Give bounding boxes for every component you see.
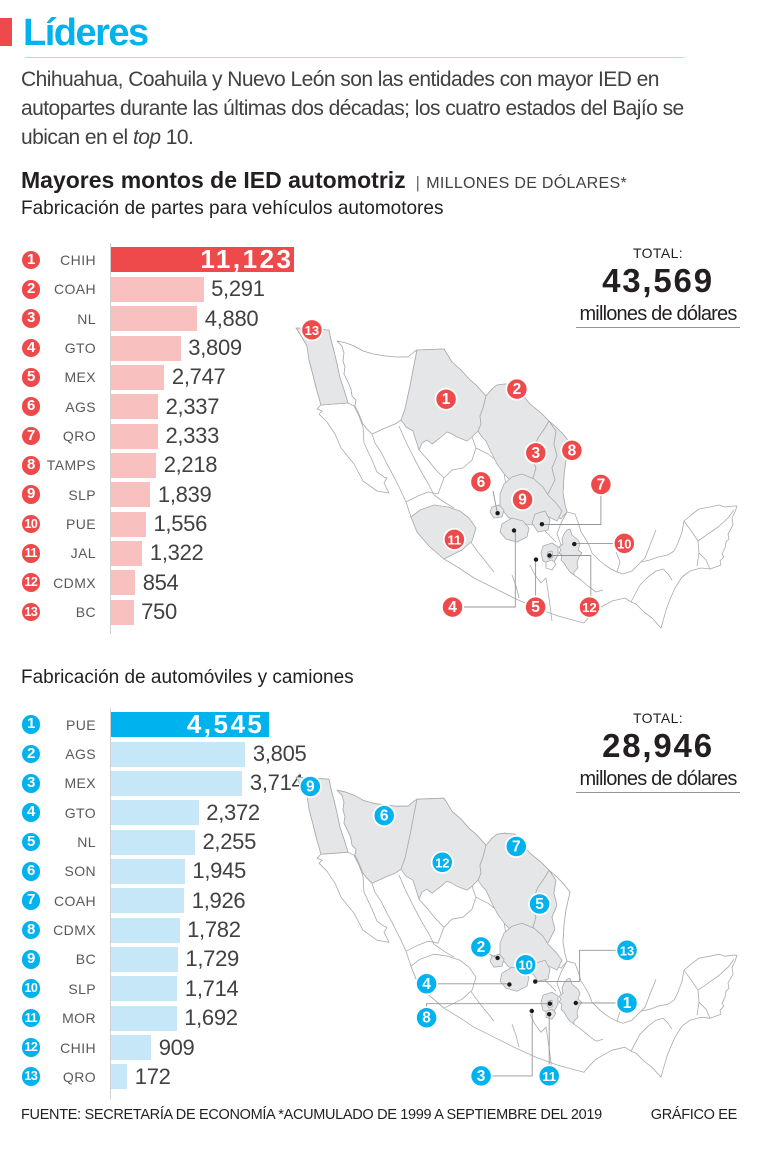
svg-text:7: 7 xyxy=(597,477,606,494)
svg-text:12: 12 xyxy=(582,600,596,615)
svg-text:4: 4 xyxy=(448,599,457,616)
svg-text:11: 11 xyxy=(542,1069,556,1084)
svg-text:10: 10 xyxy=(617,536,631,551)
svg-text:9: 9 xyxy=(518,492,527,509)
svg-text:7: 7 xyxy=(512,839,521,856)
svg-text:1: 1 xyxy=(442,391,451,408)
svg-text:2: 2 xyxy=(477,939,486,956)
svg-text:5: 5 xyxy=(535,896,544,913)
svg-text:6: 6 xyxy=(380,808,389,825)
svg-text:12: 12 xyxy=(435,855,449,870)
svg-text:2: 2 xyxy=(513,381,522,398)
svg-text:1: 1 xyxy=(623,995,632,1012)
svg-text:13: 13 xyxy=(305,323,319,338)
svg-text:10: 10 xyxy=(518,958,532,973)
svg-text:3: 3 xyxy=(477,1068,486,1085)
svg-text:9: 9 xyxy=(306,779,315,796)
svg-text:8: 8 xyxy=(422,1010,431,1027)
svg-text:13: 13 xyxy=(620,943,634,958)
svg-text:8: 8 xyxy=(568,442,577,459)
svg-text:5: 5 xyxy=(531,599,540,616)
svg-text:3: 3 xyxy=(531,445,540,462)
svg-text:4: 4 xyxy=(422,976,431,993)
svg-text:6: 6 xyxy=(477,474,486,491)
svg-text:11: 11 xyxy=(448,532,462,547)
